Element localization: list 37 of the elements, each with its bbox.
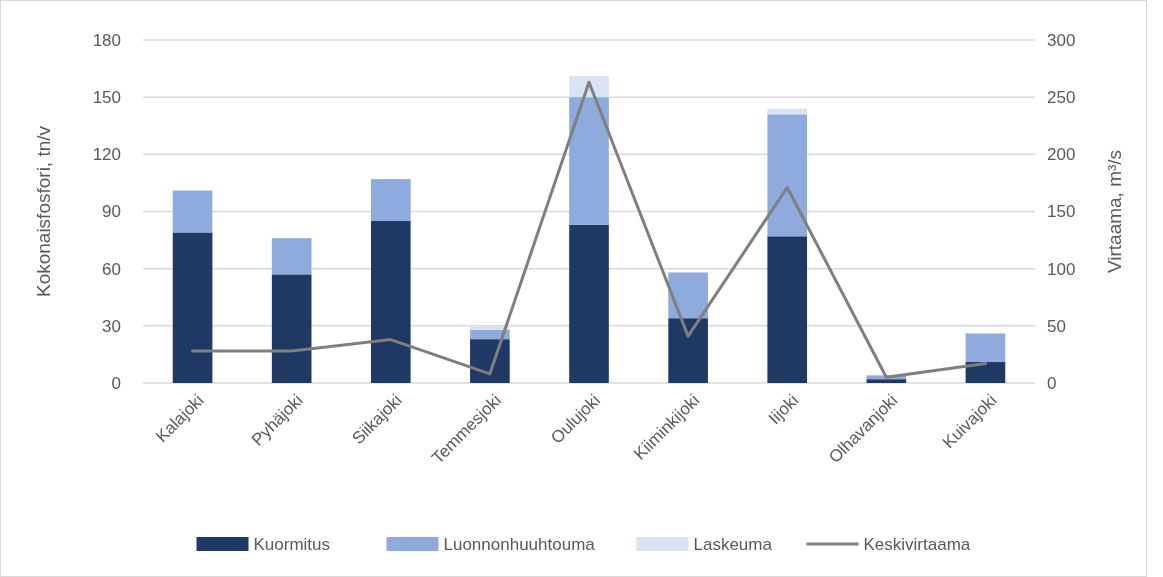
- y2-tick-label: 150: [1047, 202, 1076, 222]
- y2-tick-label: 250: [1047, 88, 1076, 108]
- y2-axis-title: Virtaama, m³/s: [1104, 149, 1125, 274]
- y2-tick-label: 300: [1047, 30, 1076, 50]
- bar: [172, 232, 213, 383]
- y-tick-label: 60: [102, 259, 121, 279]
- y2-tick-label: 50: [1047, 316, 1066, 336]
- legend-label: Laskeuma: [693, 534, 773, 554]
- bar: [569, 224, 609, 383]
- bar: [569, 97, 609, 225]
- bar: [370, 221, 411, 383]
- bar: [965, 333, 1006, 363]
- y2-tick-label: 0: [1047, 373, 1057, 393]
- y-tick-label: 30: [102, 316, 121, 336]
- bar: [767, 114, 808, 237]
- legend-label: Kuormitus: [253, 534, 331, 554]
- y-axis-title: Kokonaisfosfori, tn/v: [33, 125, 54, 298]
- bar: [470, 326, 510, 330]
- bar: [172, 190, 213, 233]
- bar: [767, 236, 808, 383]
- y-tick-label: 150: [92, 88, 121, 108]
- legend-label: Keskivirtaama: [863, 534, 971, 554]
- bar: [370, 179, 411, 222]
- legend-label: Luonnonhuuhtouma: [443, 534, 596, 554]
- y-tick-label: 90: [102, 202, 121, 222]
- y2-tick-label: 100: [1047, 259, 1076, 279]
- y-tick-label: 120: [92, 145, 121, 165]
- line-series: [191, 80, 987, 379]
- bar: [271, 274, 312, 383]
- y-tick-label: 0: [111, 373, 121, 393]
- bar: [668, 318, 708, 383]
- bar: [866, 379, 907, 383]
- bar: [271, 238, 312, 275]
- y2-tick-label: 200: [1047, 145, 1076, 165]
- bar: [668, 272, 708, 319]
- y-tick-label: 180: [92, 30, 121, 50]
- bar: [965, 362, 1006, 383]
